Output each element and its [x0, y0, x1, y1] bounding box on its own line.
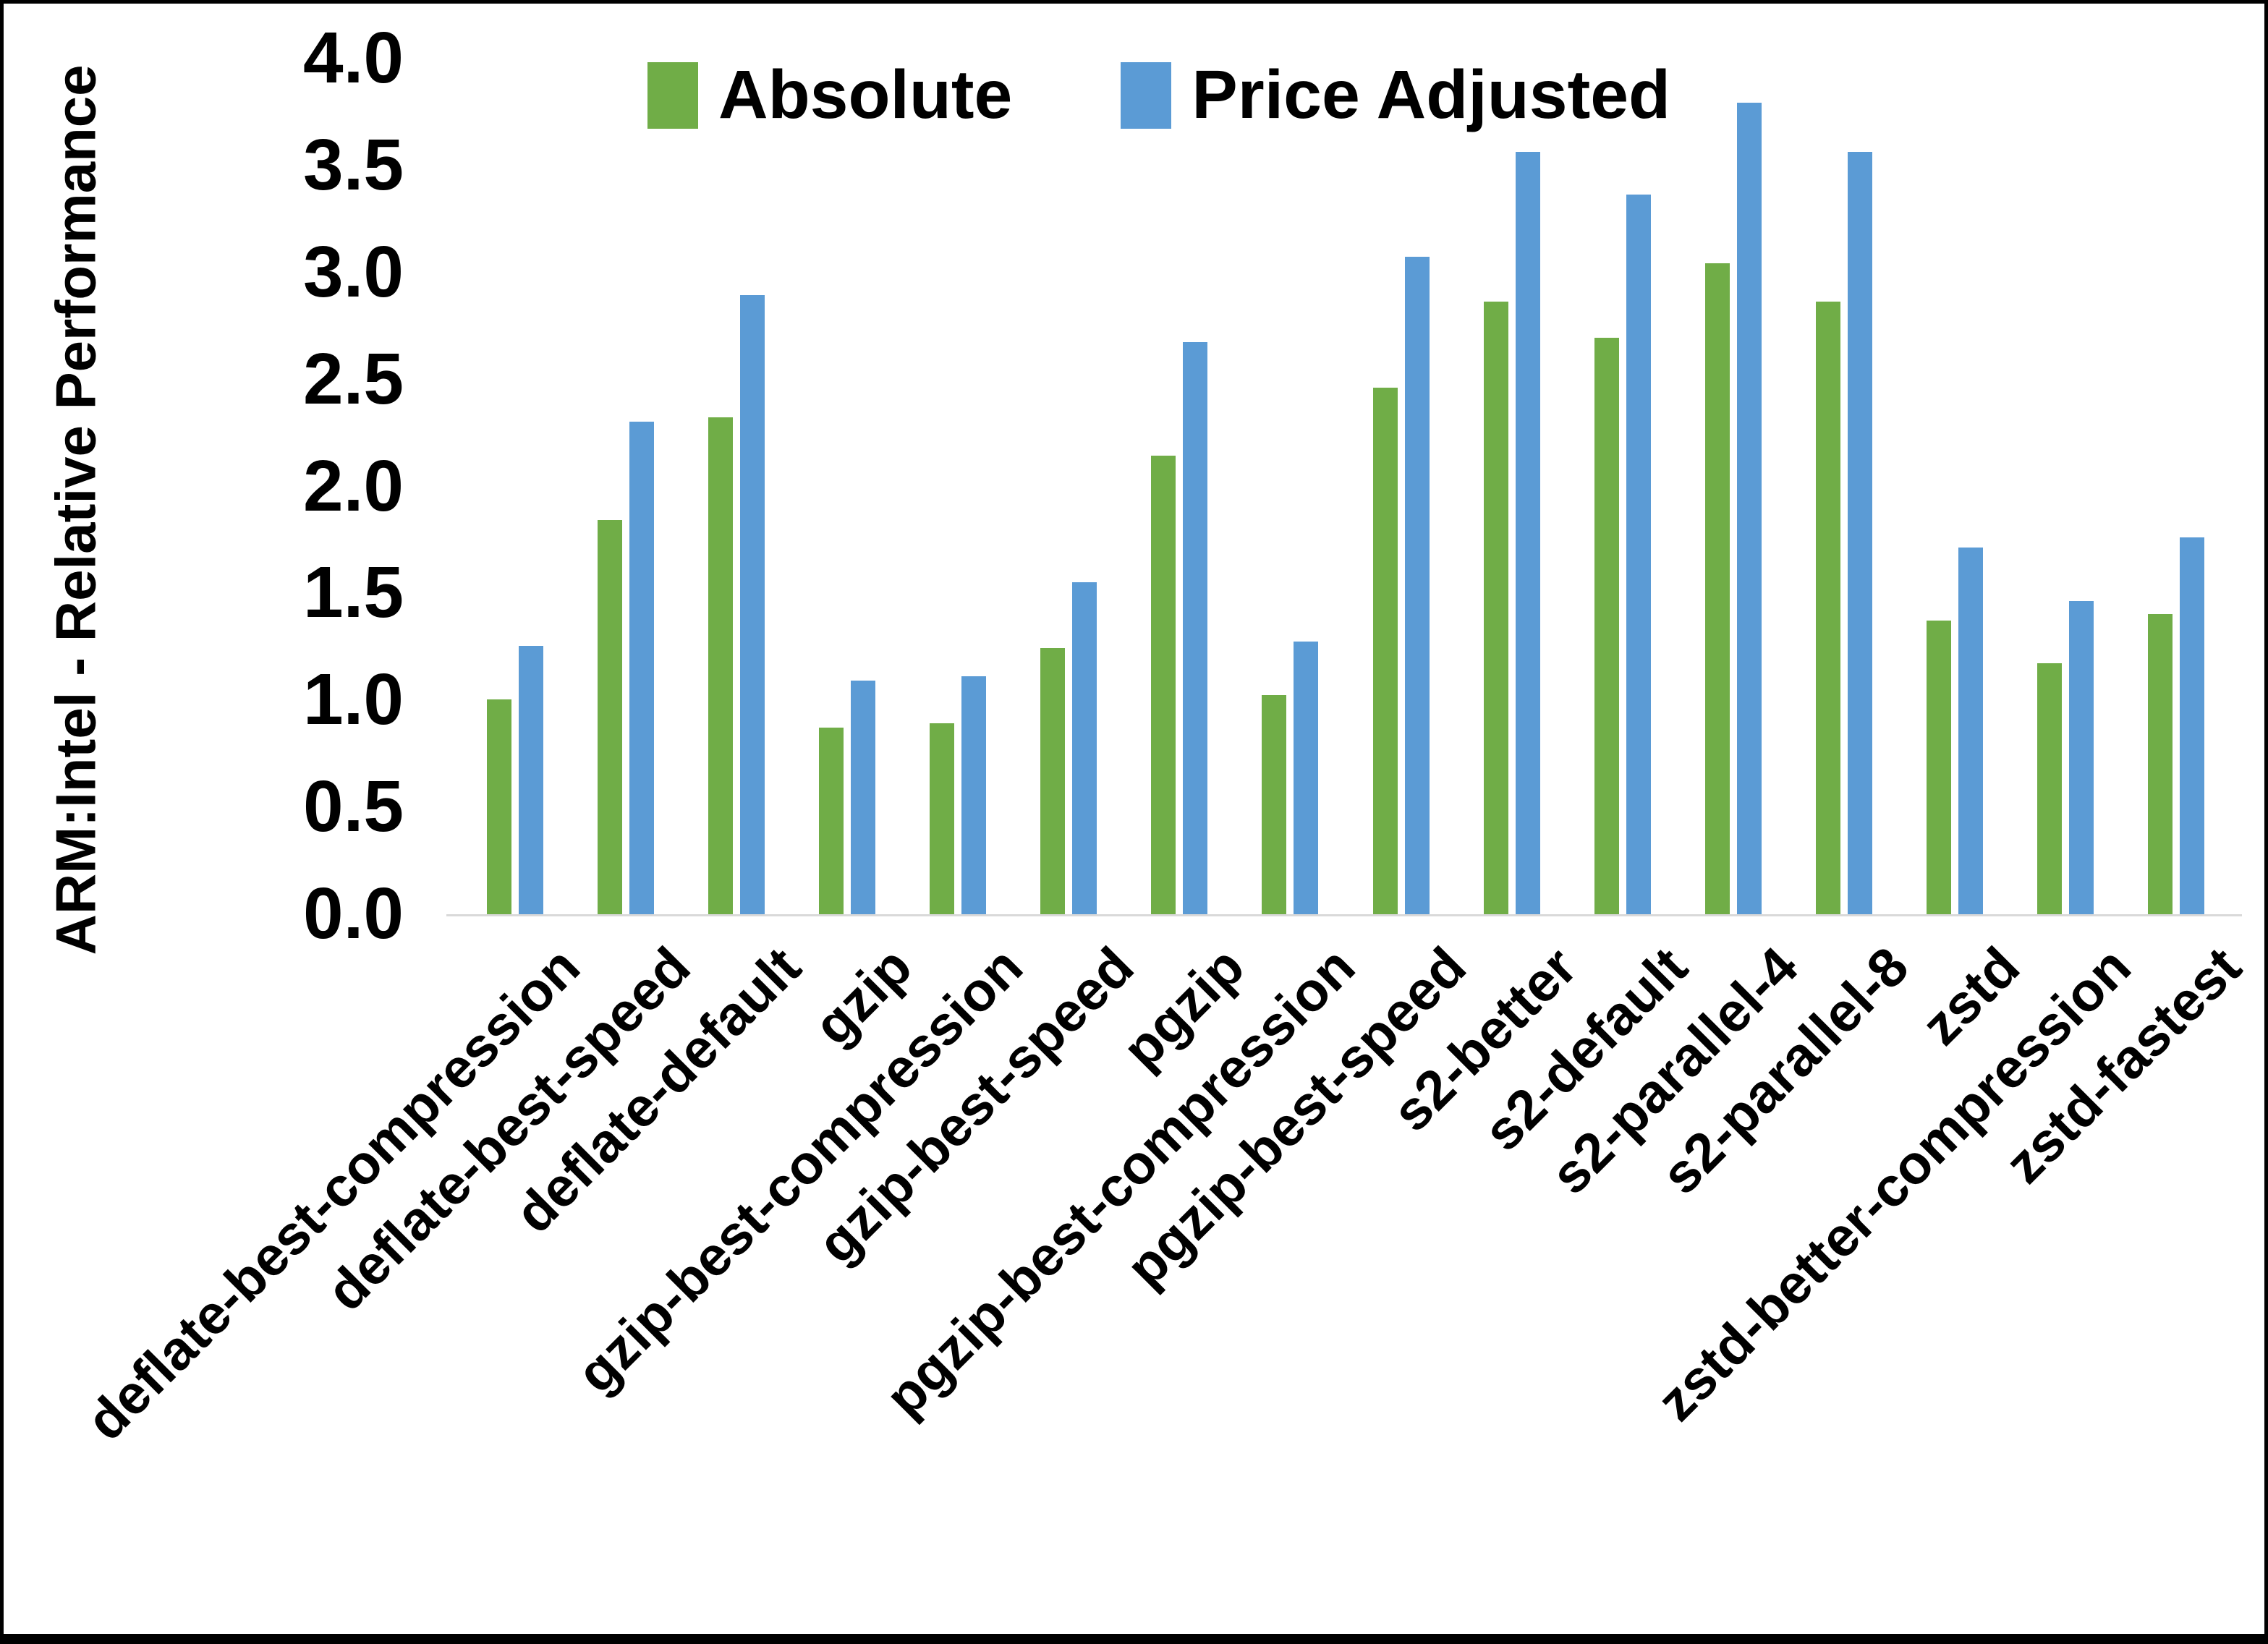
bar-price-adjusted-gzip-best-speed	[1072, 582, 1097, 916]
bar-absolute-s2-better	[1483, 302, 1508, 916]
y-tick-label: 1.5	[302, 552, 404, 634]
bar-price-adjusted-pgzip-best-compression	[1294, 642, 1319, 916]
bar-price-adjusted-s2-parallel-4	[1736, 103, 1762, 916]
bar-price-adjusted-s2-parallel-8	[1848, 152, 1873, 916]
bar-absolute-pgzip-best-compression	[1262, 695, 1287, 916]
price-adjusted-series-swatch-icon	[1121, 61, 1172, 129]
x-axis-line	[446, 914, 2242, 916]
bar-price-adjusted-s2-better	[1515, 152, 1540, 916]
bar-price-adjusted-pgzip-best-speed	[1404, 257, 1430, 916]
bar-price-adjusted-s2-default	[1626, 195, 1651, 916]
y-tick-label: 2.5	[302, 338, 404, 419]
y-tick-label: 3.0	[302, 231, 404, 312]
bar-absolute-s2-parallel-8	[1816, 302, 1841, 916]
y-tick-label: 1.0	[302, 659, 404, 741]
legend-item-price-adjusted: Price Adjusted	[1121, 56, 1670, 135]
legend: Absolute Price Adjusted	[647, 56, 1670, 135]
y-tick-label: 2.0	[302, 445, 404, 527]
bar-price-adjusted-deflate-default	[739, 295, 765, 916]
bar-absolute-s2-parallel-4	[1704, 263, 1730, 916]
plot-area	[459, 60, 2232, 916]
bar-absolute-gzip-best-speed	[1040, 648, 1066, 916]
bar-absolute-zstd-better-compression	[2037, 663, 2063, 916]
legend-label-price-adjusted: Price Adjusted	[1192, 56, 1671, 133]
y-tick-label: 3.5	[302, 124, 404, 206]
bar-absolute-deflate-default	[708, 417, 733, 916]
bar-price-adjusted-pgzip	[1183, 342, 1208, 916]
bar-absolute-zstd	[1927, 620, 1952, 916]
absolute-series-swatch-icon	[647, 61, 698, 129]
bar-price-adjusted-deflate-best-compression	[518, 646, 543, 916]
bar-price-adjusted-zstd-fastest	[2180, 537, 2205, 916]
y-tick-label: 0.0	[302, 873, 404, 955]
y-tick-label: 0.5	[302, 766, 404, 848]
bar-absolute-deflate-best-speed	[597, 519, 622, 916]
bar-price-adjusted-gzip	[850, 680, 875, 916]
y-axis-title: ARM:Intel - Relative Performance	[43, 64, 108, 955]
bar-absolute-s2-default	[1594, 338, 1619, 916]
bar-absolute-gzip-best-compression	[930, 723, 955, 916]
y-tick-label: 4.0	[302, 17, 404, 99]
bar-absolute-pgzip-best-speed	[1372, 387, 1398, 916]
legend-item-absolute: Absolute	[647, 56, 1012, 135]
bar-price-adjusted-deflate-best-speed	[629, 421, 654, 916]
bar-price-adjusted-zstd-better-compression	[2069, 601, 2094, 916]
bar-absolute-deflate-best-compression	[486, 699, 511, 916]
bar-absolute-gzip	[818, 727, 844, 916]
bar-price-adjusted-zstd	[1958, 548, 1984, 916]
legend-label-absolute: Absolute	[718, 56, 1013, 133]
bar-absolute-pgzip	[1151, 456, 1176, 916]
x-axis-labels: deflate-best-compression deflate-best-spe…	[75, 935, 2253, 1586]
bar-absolute-zstd-fastest	[2148, 614, 2173, 916]
bar-price-adjusted-gzip-best-compression	[961, 676, 987, 916]
